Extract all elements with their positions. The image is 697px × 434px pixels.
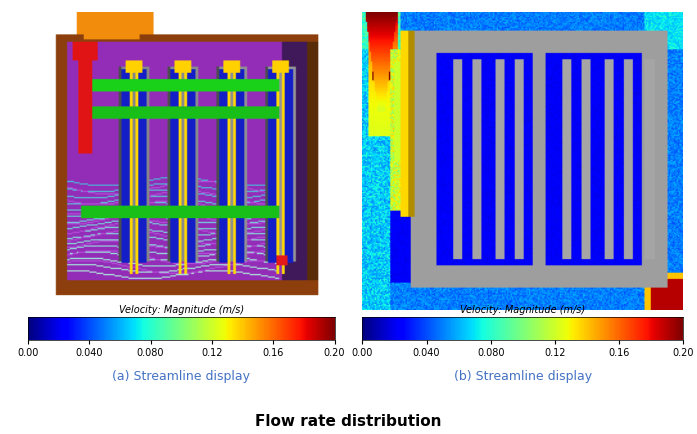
- Text: Flow rate distribution: Flow rate distribution: [255, 414, 442, 428]
- Title: Velocity: Magnitude (m/s): Velocity: Magnitude (m/s): [118, 305, 244, 315]
- Text: (b) Streamline display: (b) Streamline display: [454, 369, 592, 382]
- Title: Velocity: Magnitude (m/s): Velocity: Magnitude (m/s): [460, 305, 585, 315]
- Text: (a) Streamline display: (a) Streamline display: [112, 369, 250, 382]
